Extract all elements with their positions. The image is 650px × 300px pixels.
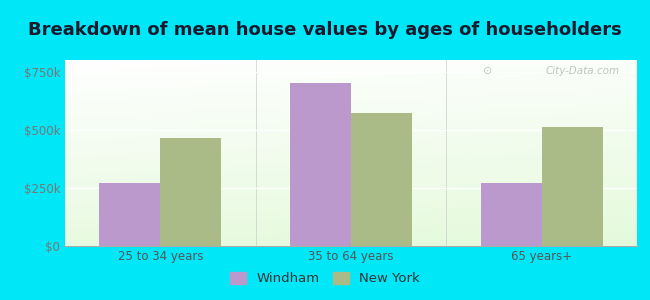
Bar bbox=[290, 83, 351, 246]
Bar bbox=[541, 128, 603, 246]
Text: City-Data.com: City-Data.com bbox=[546, 66, 620, 76]
Bar bbox=[480, 183, 541, 246]
Bar bbox=[351, 113, 412, 246]
Text: Breakdown of mean house values by ages of householders: Breakdown of mean house values by ages o… bbox=[28, 21, 622, 39]
Text: ⊙: ⊙ bbox=[482, 66, 492, 76]
Bar bbox=[161, 138, 222, 246]
Legend: Windham, New York: Windham, New York bbox=[225, 266, 425, 290]
Bar bbox=[99, 183, 161, 246]
